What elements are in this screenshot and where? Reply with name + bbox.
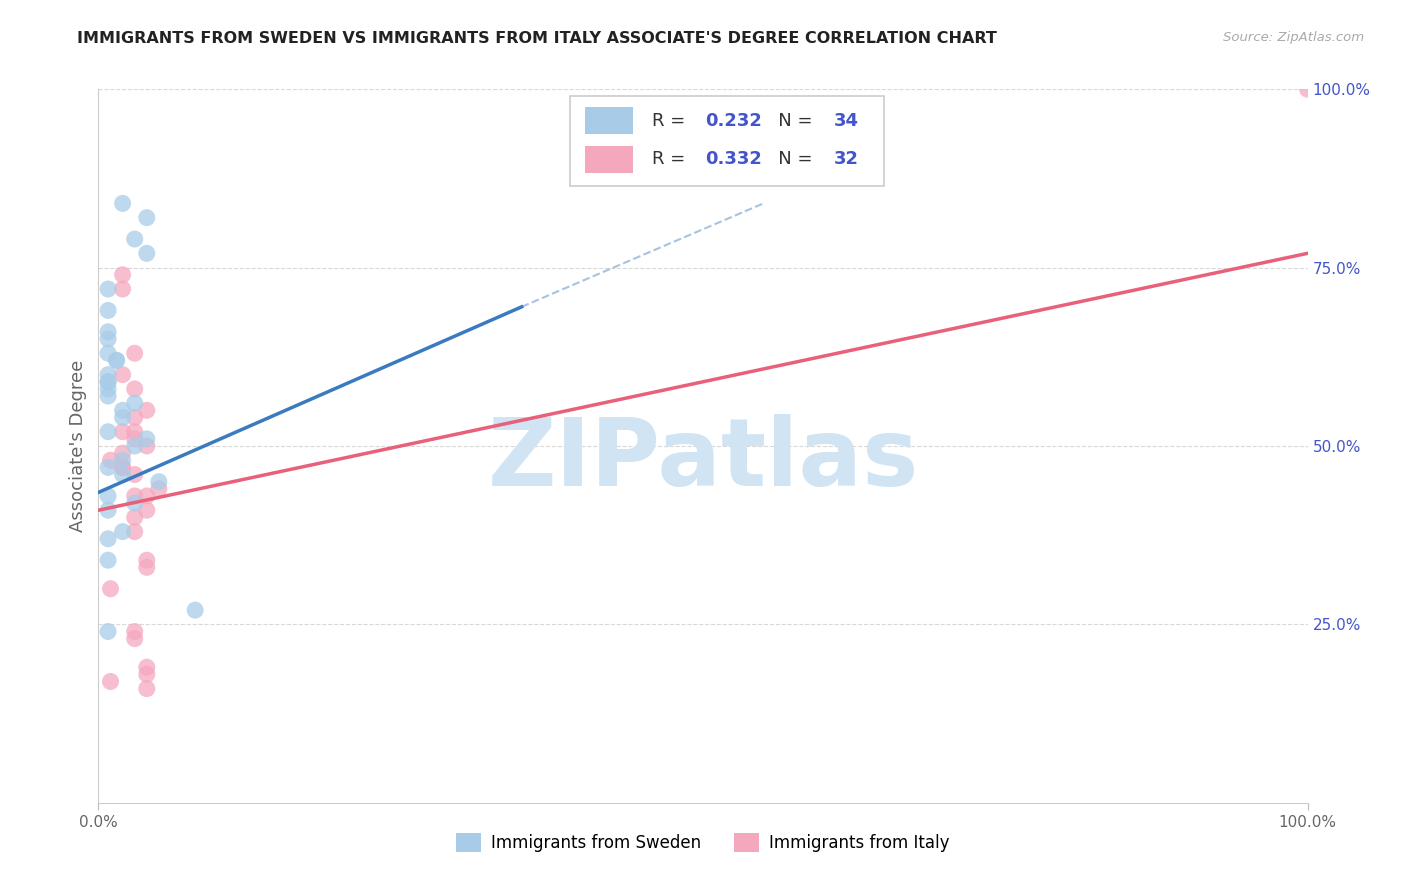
Bar bbox=[585, 145, 633, 173]
Point bbox=[184, 603, 207, 617]
Point bbox=[124, 425, 146, 439]
Point bbox=[135, 503, 157, 517]
Point bbox=[97, 325, 120, 339]
Point bbox=[111, 460, 134, 475]
Text: 32: 32 bbox=[834, 150, 859, 168]
Point bbox=[111, 425, 134, 439]
Point bbox=[135, 246, 157, 260]
Point bbox=[97, 382, 120, 396]
Point bbox=[100, 674, 122, 689]
Point bbox=[97, 282, 120, 296]
Point bbox=[124, 496, 146, 510]
Point bbox=[100, 582, 122, 596]
Point bbox=[97, 332, 120, 346]
Point bbox=[135, 432, 157, 446]
Point bbox=[148, 475, 170, 489]
Point bbox=[97, 375, 120, 389]
Point bbox=[135, 211, 157, 225]
Point bbox=[97, 368, 120, 382]
Point bbox=[111, 446, 134, 460]
Point bbox=[124, 232, 146, 246]
Point bbox=[105, 353, 128, 368]
Text: N =: N = bbox=[761, 112, 818, 129]
Point bbox=[124, 624, 146, 639]
Point bbox=[111, 196, 134, 211]
Point bbox=[135, 681, 157, 696]
Point bbox=[97, 425, 120, 439]
Point bbox=[97, 389, 120, 403]
Point bbox=[111, 268, 134, 282]
Point bbox=[97, 532, 120, 546]
Point bbox=[135, 439, 157, 453]
Text: R =: R = bbox=[652, 112, 692, 129]
Point bbox=[100, 453, 122, 467]
Text: 0.232: 0.232 bbox=[706, 112, 762, 129]
Point bbox=[111, 460, 134, 475]
Point bbox=[97, 346, 120, 360]
Point bbox=[111, 403, 134, 417]
Point bbox=[97, 503, 120, 517]
Y-axis label: Associate's Degree: Associate's Degree bbox=[69, 359, 87, 533]
Text: Source: ZipAtlas.com: Source: ZipAtlas.com bbox=[1223, 31, 1364, 45]
Point bbox=[111, 368, 134, 382]
Point bbox=[97, 489, 120, 503]
Text: R =: R = bbox=[652, 150, 692, 168]
Point bbox=[135, 403, 157, 417]
Point bbox=[124, 632, 146, 646]
Point bbox=[97, 375, 120, 389]
Point bbox=[124, 396, 146, 410]
Point bbox=[135, 553, 157, 567]
Point bbox=[124, 410, 146, 425]
Point bbox=[135, 660, 157, 674]
Point bbox=[148, 482, 170, 496]
FancyBboxPatch shape bbox=[569, 96, 884, 186]
Point bbox=[111, 524, 134, 539]
Text: IMMIGRANTS FROM SWEDEN VS IMMIGRANTS FROM ITALY ASSOCIATE'S DEGREE CORRELATION C: IMMIGRANTS FROM SWEDEN VS IMMIGRANTS FRO… bbox=[77, 31, 997, 46]
Point bbox=[135, 560, 157, 574]
Text: 34: 34 bbox=[834, 112, 859, 129]
Point bbox=[111, 410, 134, 425]
Bar bbox=[585, 107, 633, 134]
Text: 0.332: 0.332 bbox=[706, 150, 762, 168]
Point bbox=[105, 353, 128, 368]
Point bbox=[1296, 82, 1319, 96]
Point bbox=[135, 489, 157, 503]
Point bbox=[124, 346, 146, 360]
Point bbox=[135, 667, 157, 681]
Text: ZIPatlas: ZIPatlas bbox=[488, 414, 918, 507]
Point bbox=[124, 467, 146, 482]
Point bbox=[124, 432, 146, 446]
Point bbox=[111, 453, 134, 467]
Point bbox=[124, 489, 146, 503]
Point bbox=[124, 524, 146, 539]
Point bbox=[124, 439, 146, 453]
Point bbox=[97, 460, 120, 475]
Legend: Immigrants from Sweden, Immigrants from Italy: Immigrants from Sweden, Immigrants from … bbox=[450, 826, 956, 859]
Point bbox=[111, 467, 134, 482]
Point bbox=[97, 553, 120, 567]
Text: N =: N = bbox=[761, 150, 818, 168]
Point bbox=[97, 624, 120, 639]
Point bbox=[111, 282, 134, 296]
Point bbox=[124, 382, 146, 396]
Point bbox=[97, 303, 120, 318]
Point bbox=[124, 510, 146, 524]
